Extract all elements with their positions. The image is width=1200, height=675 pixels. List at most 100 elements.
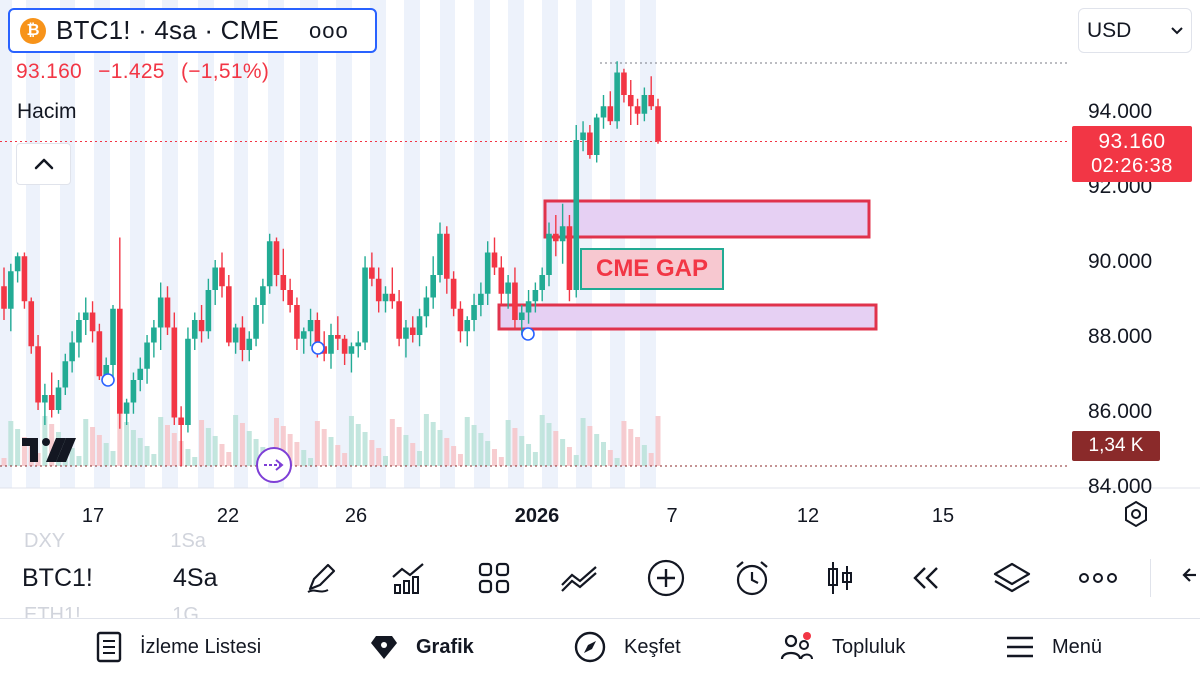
- candle-body: [226, 286, 232, 343]
- bar-countdown: 02:26:38: [1091, 155, 1173, 177]
- volume-bar: [573, 455, 579, 466]
- symbol-search-box[interactable]: ₿ BTC1! · 4sa · CME ooo: [8, 8, 377, 53]
- alarm-clock-icon[interactable]: [732, 559, 772, 597]
- candle-body: [403, 327, 409, 339]
- toolbar-interval-button[interactable]: 4Sa: [173, 563, 218, 592]
- volume-bar: [212, 436, 218, 466]
- drawing-tools-icon[interactable]: [302, 559, 342, 597]
- candle-body: [437, 233, 443, 275]
- volume-bar: [601, 442, 606, 466]
- volume-bar: [83, 419, 89, 466]
- session-band: [404, 0, 420, 488]
- candle-body: [341, 338, 348, 354]
- volume-bar: [144, 446, 150, 466]
- candle-body: [191, 320, 198, 339]
- candle-body: [375, 278, 382, 302]
- candle-body: [471, 305, 477, 320]
- candle-body: [614, 72, 620, 122]
- volume-bar: [444, 438, 450, 466]
- volume-bar: [566, 447, 572, 466]
- volume-bar: [451, 446, 457, 466]
- hamburger-menu-icon: [1007, 636, 1033, 658]
- volume-bar: [457, 454, 463, 466]
- watchlist-icon: [96, 631, 122, 663]
- candle-body: [117, 308, 123, 414]
- more-options-icon[interactable]: ooo: [309, 17, 349, 43]
- event-marker-icon: [101, 373, 115, 387]
- candle-body: [450, 278, 457, 309]
- volume-bar: [314, 421, 320, 466]
- compare-icon[interactable]: [560, 559, 600, 597]
- candle-body: [518, 312, 525, 320]
- toolbar-symbol-button[interactable]: BTC1!: [22, 563, 93, 592]
- nav-watchlist-label: İzleme Listesi: [140, 635, 262, 658]
- candle-body: [157, 297, 164, 328]
- candle-body: [525, 301, 532, 313]
- candle-body: [1, 286, 7, 309]
- y-axis-tick-label: 86.000: [1088, 400, 1152, 423]
- candle-body: [559, 226, 566, 242]
- scroll-left-arrow-icon[interactable]: [1180, 563, 1196, 587]
- candle-body: [246, 338, 253, 350]
- volume-bar: [287, 434, 293, 466]
- candlestick-chart-type-icon[interactable]: [820, 559, 860, 597]
- candle-body: [457, 308, 464, 332]
- chart-area[interactable]: 94.000 92.000 90.000 88.000 86.000 84.000 17 22…: [0, 0, 1200, 535]
- more-menu-icon[interactable]: [1078, 559, 1118, 597]
- volume-bar: [383, 456, 388, 466]
- volume-bar: [158, 417, 164, 466]
- rewind-replay-icon[interactable]: [906, 559, 946, 597]
- volume-bar: [369, 440, 375, 466]
- indicators-icon[interactable]: [388, 559, 428, 597]
- candle-body: [444, 233, 450, 279]
- candle-body: [89, 312, 96, 332]
- volume-bar: [205, 428, 211, 466]
- volume-indicator-label[interactable]: Hacim: [17, 100, 77, 123]
- candle-body: [103, 365, 109, 377]
- volume-bar: [417, 451, 423, 466]
- nav-watchlist[interactable]: İzleme Listesi: [96, 629, 261, 665]
- volume-bar: [308, 458, 314, 466]
- ghost-interval: 1Sa: [170, 530, 206, 552]
- session-band: [576, 0, 592, 488]
- nav-explore[interactable]: Keşfet: [574, 629, 681, 665]
- candle-body: [8, 271, 14, 309]
- volume-bar: [110, 451, 116, 466]
- candle-body: [62, 361, 69, 388]
- volume-bar: [539, 415, 545, 466]
- volume-bar: [246, 431, 252, 466]
- volume-bar: [117, 414, 123, 466]
- volume-bar: [355, 424, 361, 466]
- cme-gap-label[interactable]: CME GAP: [580, 248, 724, 290]
- candle-body: [260, 286, 266, 305]
- candle-body: [396, 301, 402, 339]
- nav-chart[interactable]: Grafik: [370, 629, 474, 665]
- candle-body: [123, 402, 130, 414]
- y-axis-tick-label: 84.000: [1088, 475, 1152, 498]
- candle-body: [491, 252, 498, 268]
- candle-body: [198, 320, 205, 332]
- layouts-grid-icon[interactable]: [474, 559, 514, 597]
- nav-menu[interactable]: Menü: [1006, 629, 1102, 665]
- layers-icon[interactable]: [992, 559, 1032, 597]
- volume-bar: [362, 432, 368, 466]
- candle-body: [573, 140, 580, 290]
- x-axis-tick-label: 22: [217, 505, 239, 527]
- cme-gap-zone-lower: [497, 303, 878, 331]
- candle-body: [266, 241, 273, 287]
- candle-body: [430, 275, 436, 298]
- collapse-legend-button[interactable]: [16, 143, 71, 185]
- candle-body: [171, 327, 178, 418]
- chart-settings-icon[interactable]: [1122, 500, 1150, 528]
- replay-arrow-icon[interactable]: [256, 447, 292, 483]
- volume-bar: [171, 433, 177, 466]
- volume-bar: [137, 438, 143, 466]
- volume-tag: 1,34 K: [1072, 431, 1160, 461]
- volume-bar: [335, 445, 341, 466]
- candle-body: [484, 252, 491, 294]
- currency-select[interactable]: USD: [1078, 8, 1192, 53]
- volume-bar: [280, 426, 286, 466]
- nav-community[interactable]: Topluluk: [780, 629, 905, 665]
- add-plus-icon[interactable]: [646, 559, 686, 597]
